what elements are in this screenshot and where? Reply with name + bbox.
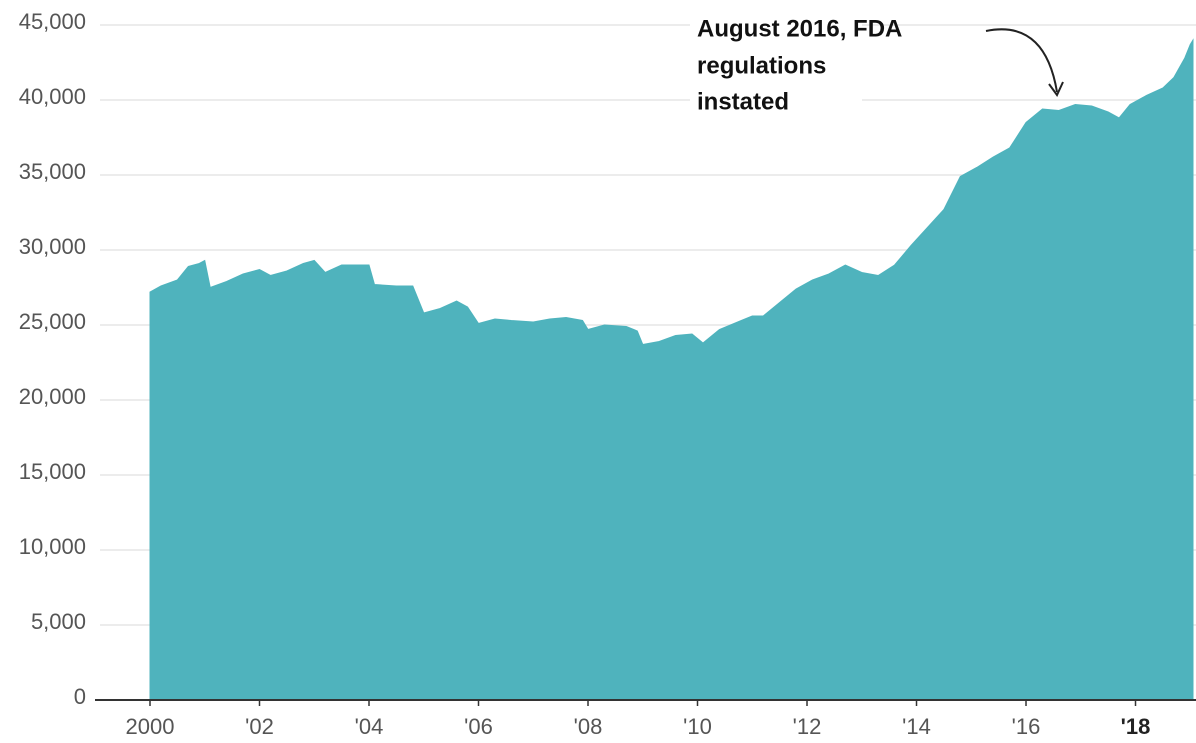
plot	[149, 38, 1194, 701]
y-tick-label: 10,000	[19, 534, 86, 559]
y-tick-label: 0	[74, 684, 86, 709]
y-tick-label: 45,000	[19, 9, 86, 34]
x-tick-label: '04	[355, 714, 384, 739]
annotation-line: regulations	[697, 52, 826, 79]
x-tick-label: '12	[793, 714, 822, 739]
y-tick-label: 15,000	[19, 459, 86, 484]
annotation-background	[690, 8, 862, 126]
area	[149, 38, 1194, 701]
y-tick-label: 40,000	[19, 84, 86, 109]
x-tick-label: '06	[464, 714, 493, 739]
annotation-arrowhead	[1048, 81, 1064, 97]
y-tick-label: 30,000	[19, 234, 86, 259]
y-tick-label: 5,000	[31, 609, 86, 634]
y-tick-label: 35,000	[19, 159, 86, 184]
x-tick-label: '16	[1012, 714, 1041, 739]
x-tick-label: '02	[245, 714, 274, 739]
annotation-arrow	[985, 28, 1058, 93]
y-tick-label: 25,000	[19, 309, 86, 334]
x-tick-label: '10	[683, 714, 712, 739]
x-tick-label: 2000	[126, 714, 175, 739]
axes: 0 5,000 10,000 15,000 20,000 25,000 30,000 35,0…	[19, 9, 1196, 739]
x-tick-label: '14	[902, 714, 931, 739]
y-tick-label: 20,000	[19, 384, 86, 409]
annotation-line: August 2016, FDA	[697, 15, 902, 42]
x-tick-label: '08	[574, 714, 603, 739]
annotation-line: instated	[697, 88, 789, 115]
x-tick-label: '18	[1121, 714, 1151, 739]
